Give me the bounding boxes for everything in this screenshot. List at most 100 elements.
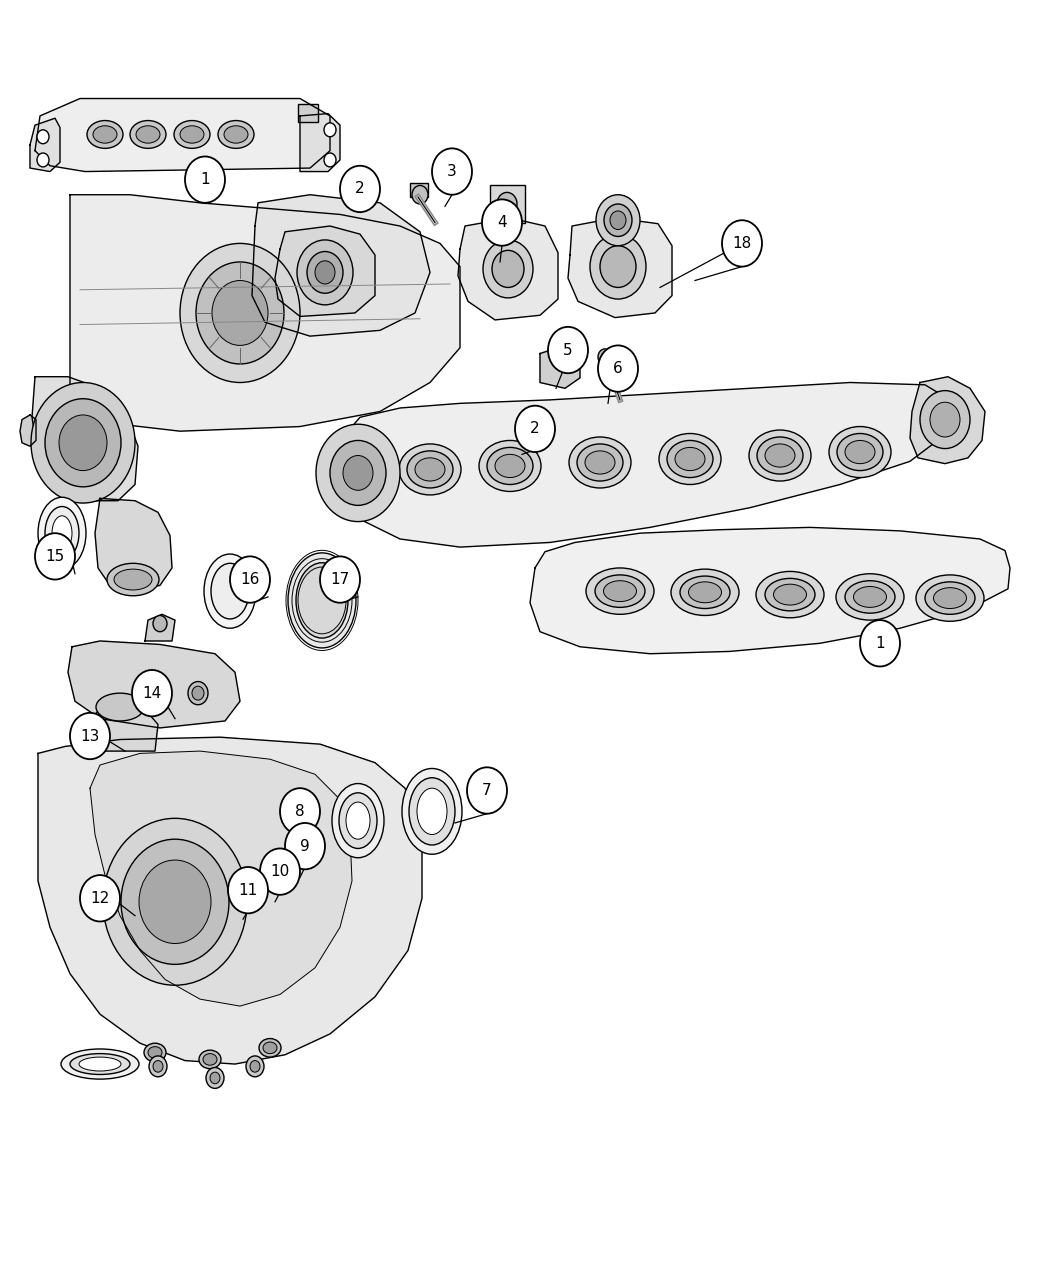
- Circle shape: [37, 130, 49, 144]
- Circle shape: [600, 246, 636, 287]
- Ellipse shape: [259, 1039, 281, 1057]
- Circle shape: [930, 402, 960, 437]
- Text: 2: 2: [530, 421, 540, 436]
- Ellipse shape: [671, 569, 739, 616]
- Polygon shape: [568, 218, 672, 317]
- Bar: [298, 105, 318, 121]
- Ellipse shape: [332, 784, 384, 858]
- Ellipse shape: [79, 1057, 121, 1071]
- Circle shape: [70, 713, 110, 759]
- Circle shape: [228, 867, 268, 913]
- Ellipse shape: [211, 564, 249, 618]
- Ellipse shape: [659, 434, 721, 484]
- Circle shape: [343, 455, 373, 491]
- Polygon shape: [300, 113, 340, 172]
- Ellipse shape: [288, 553, 356, 648]
- Ellipse shape: [70, 1053, 130, 1075]
- Circle shape: [206, 1067, 224, 1089]
- Ellipse shape: [417, 788, 447, 835]
- Polygon shape: [910, 376, 985, 464]
- Polygon shape: [458, 218, 558, 320]
- Ellipse shape: [756, 571, 824, 618]
- Polygon shape: [145, 615, 175, 641]
- Text: 16: 16: [240, 572, 259, 586]
- Text: 13: 13: [80, 728, 100, 743]
- Circle shape: [103, 819, 247, 986]
- Ellipse shape: [415, 458, 445, 481]
- Circle shape: [132, 669, 172, 717]
- Ellipse shape: [130, 121, 166, 148]
- Ellipse shape: [107, 564, 159, 595]
- Ellipse shape: [578, 444, 623, 481]
- Ellipse shape: [757, 437, 803, 474]
- Ellipse shape: [487, 448, 533, 484]
- Ellipse shape: [200, 1051, 220, 1068]
- Circle shape: [149, 1056, 167, 1077]
- Ellipse shape: [749, 430, 811, 481]
- Text: 9: 9: [300, 839, 310, 854]
- Circle shape: [37, 153, 49, 167]
- Ellipse shape: [479, 440, 541, 491]
- Circle shape: [280, 788, 320, 835]
- Ellipse shape: [585, 451, 615, 474]
- Circle shape: [324, 153, 336, 167]
- Ellipse shape: [667, 440, 713, 478]
- Circle shape: [722, 221, 762, 266]
- Ellipse shape: [774, 584, 806, 606]
- Ellipse shape: [765, 579, 815, 611]
- Circle shape: [192, 686, 204, 700]
- Text: 2: 2: [355, 181, 364, 196]
- Polygon shape: [70, 195, 460, 431]
- Ellipse shape: [845, 440, 875, 464]
- Circle shape: [497, 193, 517, 215]
- Ellipse shape: [204, 555, 256, 629]
- Polygon shape: [30, 119, 60, 172]
- Text: 8: 8: [295, 803, 304, 819]
- Circle shape: [59, 414, 107, 470]
- Circle shape: [285, 822, 326, 870]
- Ellipse shape: [224, 126, 248, 143]
- Ellipse shape: [836, 574, 904, 620]
- Circle shape: [121, 839, 229, 964]
- Circle shape: [610, 210, 626, 229]
- Polygon shape: [68, 641, 240, 728]
- Circle shape: [320, 556, 360, 603]
- Circle shape: [297, 240, 353, 305]
- Ellipse shape: [136, 126, 160, 143]
- Circle shape: [514, 405, 555, 453]
- Text: 5: 5: [563, 343, 573, 357]
- Ellipse shape: [174, 121, 210, 148]
- Ellipse shape: [595, 575, 645, 607]
- Ellipse shape: [114, 569, 152, 590]
- Bar: [410, 184, 428, 198]
- Circle shape: [153, 1061, 163, 1072]
- Polygon shape: [252, 195, 430, 337]
- Circle shape: [432, 148, 472, 195]
- Ellipse shape: [604, 580, 636, 602]
- Circle shape: [467, 768, 507, 813]
- Polygon shape: [35, 98, 330, 172]
- Text: 1: 1: [876, 636, 885, 650]
- Ellipse shape: [837, 434, 883, 470]
- Ellipse shape: [61, 1049, 139, 1079]
- Text: 3: 3: [447, 164, 457, 178]
- Circle shape: [412, 185, 428, 204]
- Polygon shape: [275, 226, 375, 316]
- Bar: [490, 185, 525, 223]
- Ellipse shape: [399, 444, 461, 495]
- Ellipse shape: [45, 506, 79, 560]
- Circle shape: [32, 382, 135, 504]
- Circle shape: [920, 390, 970, 449]
- Circle shape: [315, 261, 335, 284]
- Circle shape: [598, 346, 638, 391]
- Polygon shape: [82, 705, 158, 751]
- Ellipse shape: [148, 1047, 162, 1058]
- Circle shape: [230, 556, 270, 603]
- Circle shape: [139, 861, 211, 943]
- Circle shape: [340, 166, 380, 212]
- Polygon shape: [38, 737, 422, 1065]
- Ellipse shape: [87, 121, 123, 148]
- Ellipse shape: [203, 1053, 217, 1065]
- Circle shape: [260, 848, 300, 895]
- Ellipse shape: [495, 454, 525, 478]
